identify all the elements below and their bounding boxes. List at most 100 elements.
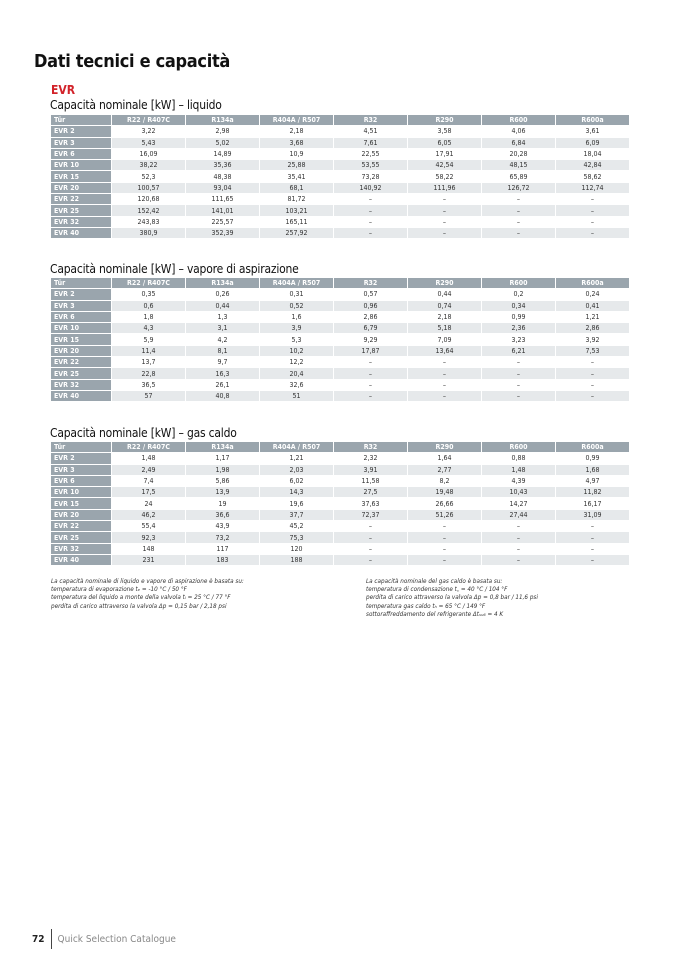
capacity-cell: – — [516, 522, 521, 531]
capacity-cell: 0,88 — [511, 454, 526, 463]
footnote-line: perdita di carico attraverso la valvola … — [51, 602, 227, 610]
capacity-cell: 22,8 — [112, 368, 185, 379]
table-header-row: Tür R22 / R407C R134a R404A / R507 R32 R290 R6… — [51, 278, 629, 289]
capacity-cell: 26,66 — [435, 499, 454, 508]
footnote-line: temperatura del liquido a monte della va… — [51, 594, 231, 602]
row-model-label: EVR 25 — [51, 368, 111, 379]
capacity-cell: 2,77 — [408, 464, 481, 475]
capacity-cell: 5,02 — [186, 137, 259, 148]
capacity-cell: 3,61 — [585, 127, 600, 136]
column-header: R32 — [334, 442, 407, 453]
capacity-table-suction-vapour: Tür R22 / R407C R134a R404A / R507 R32 R290 R6… — [50, 277, 630, 402]
capacity-cell: – — [556, 532, 629, 543]
row-model-label: EVR 6 — [51, 148, 111, 160]
column-header: R404A / R507 — [260, 115, 333, 126]
capacity-cell: 36,6 — [186, 509, 259, 521]
capacity-cell: 1,48 — [141, 454, 156, 463]
capacity-cell: 31,09 — [556, 509, 629, 521]
table-row: EVR 3 2,49 1,98 2,03 3,91 2,77 1,48 1,68 — [51, 464, 629, 475]
capacity-cell: 52,3 — [141, 172, 156, 181]
row-model-label: EVR 10 — [51, 160, 111, 171]
capacity-cell: 46,2 — [112, 509, 185, 521]
capacity-cell: 0,24 — [585, 290, 600, 299]
capacity-cell: 32,6 — [289, 380, 304, 389]
capacity-cell: – — [442, 544, 447, 553]
capacity-cell: 2,86 — [363, 313, 378, 322]
capacity-cell: – — [408, 532, 481, 543]
row-model-label: EVR 6 — [51, 475, 111, 487]
capacity-cell: 75,3 — [260, 532, 333, 543]
capacity-cell: – — [590, 195, 595, 204]
capacity-cell: 0,52 — [260, 300, 333, 311]
table-row: EVR 40 57 40,8 51– – – – — [51, 390, 629, 402]
capacity-cell: 17,91 — [435, 150, 454, 159]
capacity-cell: – — [368, 380, 373, 389]
table-header-row: Tür R22 / R407C R134a R404A / R507 R32 R290 R6… — [51, 115, 629, 126]
capacity-cell: 68,1 — [260, 182, 333, 194]
section-heading-hot-gas: Capacità nominale [kW] – gas caldo — [50, 426, 237, 440]
capacity-cell: 42,84 — [556, 160, 629, 171]
capacity-cell: – — [482, 390, 555, 402]
capacity-cell: 27,5 — [334, 487, 407, 498]
capacity-cell: 0,96 — [334, 300, 407, 311]
capacity-cell: – — [334, 390, 407, 402]
capacity-cell: 7,4 — [143, 477, 154, 486]
table-row: EVR 25 152,42 141,01 103,21– – – – — [51, 205, 629, 216]
capacity-cell: 1,48 — [482, 464, 555, 475]
capacity-cell: – — [368, 544, 373, 553]
row-model-label: EVR 2 — [51, 453, 111, 464]
section-heading-suction-vapour: Capacità nominale [kW] – vapore di aspir… — [50, 262, 299, 276]
table-row: EVR 25 22,8 16,3 20,4– – – – — [51, 368, 629, 379]
row-model-label: EVR 10 — [51, 323, 111, 334]
capacity-cell: 55,4 — [141, 522, 156, 531]
row-model-label: EVR 25 — [51, 205, 111, 216]
table-row: EVR 40 231 183 188– – – – — [51, 554, 629, 566]
capacity-cell: 19 — [218, 499, 227, 508]
row-model-label: EVR 22 — [51, 194, 111, 205]
capacity-cell: – — [442, 522, 447, 531]
capacity-cell: – — [482, 205, 555, 216]
capacity-cell: – — [482, 554, 555, 566]
capacity-cell: – — [368, 522, 373, 531]
capacity-cell: 58,62 — [583, 172, 602, 181]
row-model-label: EVR 15 — [51, 334, 111, 345]
capacity-cell: 5,18 — [408, 323, 481, 334]
table-row: EVR 2 1,48 1,17 1,21 2,32 1,64 0,88 0,99 — [51, 453, 629, 464]
table-row: EVR 6 16,09 14,89 10,9 22,55 17,91 20,28 18,04 — [51, 148, 629, 160]
capacity-cell: 9,7 — [217, 358, 228, 367]
capacity-cell: 10,9 — [289, 150, 304, 159]
capacity-cell: 231 — [112, 554, 185, 566]
column-header: R290 — [408, 115, 481, 126]
capacity-cell: 73,2 — [186, 532, 259, 543]
capacity-cell: 0,99 — [511, 313, 526, 322]
capacity-cell: 72,37 — [334, 509, 407, 521]
capacity-cell: 0,44 — [437, 290, 452, 299]
column-header: R290 — [408, 442, 481, 453]
capacity-cell: 35,41 — [287, 172, 306, 181]
footer-divider — [50, 929, 52, 949]
capacity-cell: 93,04 — [186, 182, 259, 194]
capacity-cell: 257,92 — [260, 227, 333, 239]
capacity-cell: – — [408, 205, 481, 216]
capacity-cell: – — [482, 532, 555, 543]
capacity-cell: 20,4 — [260, 368, 333, 379]
capacity-cell: 1,3 — [217, 313, 228, 322]
capacity-cell: 4,97 — [585, 477, 600, 486]
capacity-cell: 243,83 — [137, 217, 160, 226]
capacity-cell: 0,57 — [363, 290, 378, 299]
column-header: R600 — [482, 278, 555, 289]
capacity-cell: 16,3 — [186, 368, 259, 379]
row-model-label: EVR 22 — [51, 357, 111, 368]
capacity-cell: 2,32 — [363, 454, 378, 463]
capacity-cell: 14,89 — [213, 150, 232, 159]
capacity-cell: 3,9 — [260, 323, 333, 334]
footnote-line: La capacità nominale del gas caldo è bas… — [366, 578, 503, 585]
capacity-cell: – — [556, 227, 629, 239]
capacity-cell: 2,18 — [437, 313, 452, 322]
capacity-cell: 3,23 — [511, 335, 526, 344]
capacity-cell: 38,22 — [112, 160, 185, 171]
row-model-label: EVR 20 — [51, 182, 111, 194]
capacity-cell: 352,39 — [186, 227, 259, 239]
capacity-cell: – — [516, 358, 521, 367]
table-row: EVR 22 13,7 9,7 12,2 – – – – — [51, 357, 629, 368]
